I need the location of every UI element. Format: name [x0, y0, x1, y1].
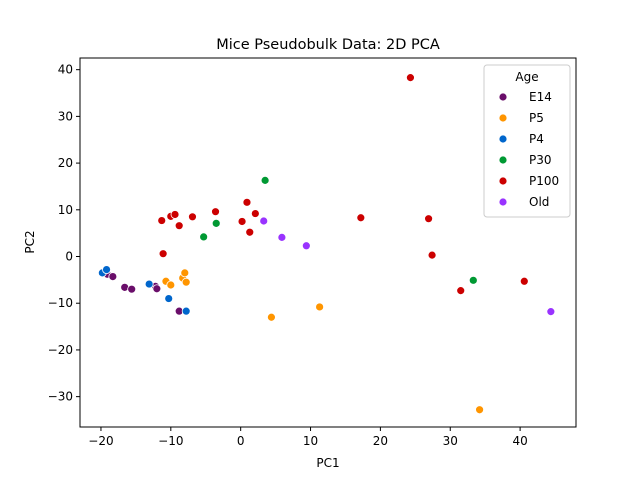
legend-label-p30: P30: [529, 153, 552, 167]
x-tick-label: 40: [512, 434, 527, 448]
data-point-p4: [164, 294, 174, 303]
data-point-p5: [267, 312, 276, 322]
legend-marker-p5: [498, 113, 508, 123]
data-point-p5: [475, 405, 484, 415]
data-point-p30: [211, 218, 221, 228]
legend-marker-p30: [498, 155, 508, 165]
data-point-p5: [180, 268, 190, 278]
legend-label-old: Old: [529, 195, 549, 209]
plot-area: [97, 73, 556, 415]
data-point-old: [277, 232, 287, 242]
y-tick-label: 0: [65, 250, 73, 264]
x-tick-label: 0: [237, 434, 245, 448]
data-point-p5: [166, 280, 176, 290]
x-tick-label: 30: [443, 434, 458, 448]
data-point-p100: [170, 210, 180, 219]
y-tick-label: 10: [58, 203, 73, 217]
legend-marker-e14: [498, 92, 508, 102]
data-point-p100: [356, 213, 366, 223]
y-axis-label: PC2: [23, 230, 37, 253]
legend-label-p100: P100: [529, 174, 559, 188]
data-point-p100: [174, 221, 184, 231]
x-tick-label: −20: [88, 434, 113, 448]
legend-box: [483, 64, 571, 218]
y-tick-label: −30: [48, 390, 73, 404]
y-tick-label: 20: [58, 156, 73, 170]
legend: Age E14 P5 P4 P30 P100 Old: [483, 64, 571, 218]
data-point-p100: [250, 209, 260, 218]
legend-label-p4: P4: [529, 132, 544, 146]
data-point-old: [546, 307, 556, 317]
data-point-p5: [181, 277, 191, 287]
chart-title: Mice Pseudobulk Data: 2D PCA: [216, 37, 440, 53]
data-point-old: [259, 216, 269, 226]
data-point-p4: [144, 279, 154, 289]
legend-title: Age: [515, 70, 538, 84]
x-tick-label: 10: [303, 434, 318, 448]
legend-label-e14: E14: [529, 90, 552, 104]
data-point-p100: [245, 227, 255, 237]
data-point-p100: [456, 286, 466, 296]
data-point-p5: [315, 302, 325, 312]
legend-marker-old: [498, 197, 508, 207]
data-point-p4: [181, 306, 191, 316]
data-point-p100: [242, 197, 252, 207]
legend-label-p5: P5: [529, 111, 544, 125]
axes-frame: [79, 57, 577, 428]
data-point-p4: [102, 265, 111, 274]
data-point-p100: [406, 73, 415, 83]
data-point-p100: [158, 249, 168, 259]
legend-marker-p4: [498, 134, 508, 144]
data-point-p100: [424, 214, 433, 224]
y-tick-label: −20: [48, 343, 73, 357]
data-point-p100: [211, 207, 220, 217]
data-point-p100: [519, 276, 529, 286]
x-tick-label: 20: [373, 434, 388, 448]
data-point-p100: [427, 250, 437, 260]
y-tick-label: 40: [58, 63, 73, 77]
data-point-e14: [108, 272, 118, 281]
data-point-p100: [237, 217, 247, 226]
data-point-e14: [152, 284, 162, 294]
data-point-p30: [468, 275, 478, 285]
x-axis-label: PC1: [316, 456, 339, 470]
data-point-p30: [260, 175, 270, 185]
data-point-e14: [127, 284, 137, 294]
legend-marker-p100: [498, 176, 508, 186]
y-tick-label: 30: [58, 109, 73, 123]
x-tick-label: −10: [158, 434, 183, 448]
y-tick-label: −10: [48, 296, 73, 310]
data-point-p30: [199, 232, 209, 242]
data-point-p100: [188, 212, 197, 222]
data-point-p100: [157, 216, 167, 225]
data-point-old: [301, 241, 311, 251]
